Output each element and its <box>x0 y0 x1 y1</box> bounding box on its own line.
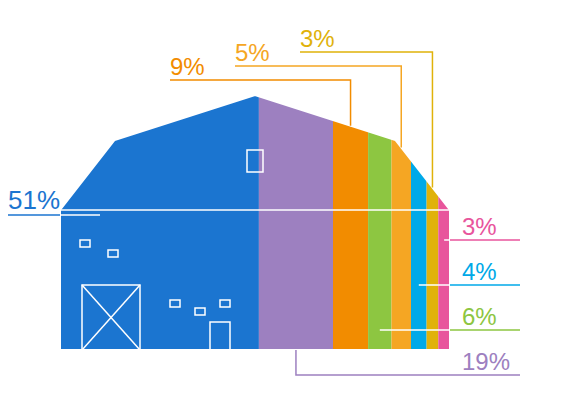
svg-text:3%: 3% <box>462 213 497 240</box>
svg-text:4%: 4% <box>462 258 497 285</box>
svg-text:5%: 5% <box>235 39 270 66</box>
svg-text:19%: 19% <box>462 348 510 375</box>
svg-text:9%: 9% <box>170 53 205 80</box>
svg-text:6%: 6% <box>462 303 497 330</box>
svg-text:3%: 3% <box>300 25 335 52</box>
svg-text:51%: 51% <box>8 185 60 215</box>
